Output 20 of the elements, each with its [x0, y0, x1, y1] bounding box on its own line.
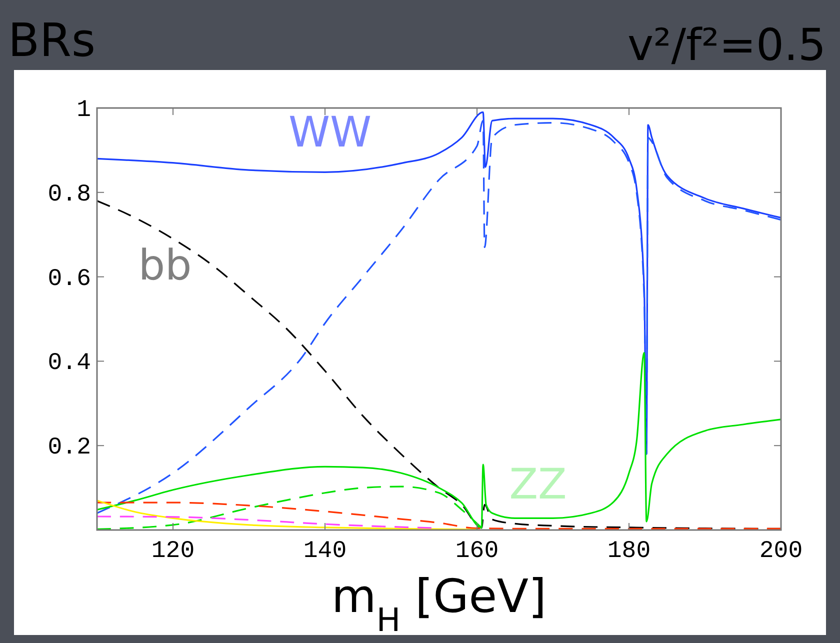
y-tick-label: 0.4 [48, 350, 91, 378]
line-series [97, 502, 781, 530]
x-tick-label: 140 [303, 538, 347, 565]
chart-subtitle: v²/f²=0.5 [628, 20, 826, 71]
y-tick-label: 1 [76, 97, 91, 124]
x-tick-label: 120 [151, 538, 195, 565]
chart-title: BRs [8, 13, 96, 67]
x-tick-label: 180 [607, 538, 651, 565]
y-tick-label: 0.8 [48, 181, 91, 208]
line-series [97, 516, 432, 529]
x-tick-label: 160 [455, 538, 499, 565]
x-axis-title: m$_{H}$ [GeV] [332, 569, 546, 639]
y-tick-label: 0.6 [48, 266, 91, 293]
line-series [97, 352, 781, 529]
line-series [97, 500, 478, 530]
x-tick-label: 200 [759, 538, 803, 565]
annotation: bb [138, 240, 192, 290]
annotation: WW [288, 107, 372, 156]
y-tick-label: 0.2 [48, 434, 91, 462]
annotation: ZZ [509, 459, 567, 508]
